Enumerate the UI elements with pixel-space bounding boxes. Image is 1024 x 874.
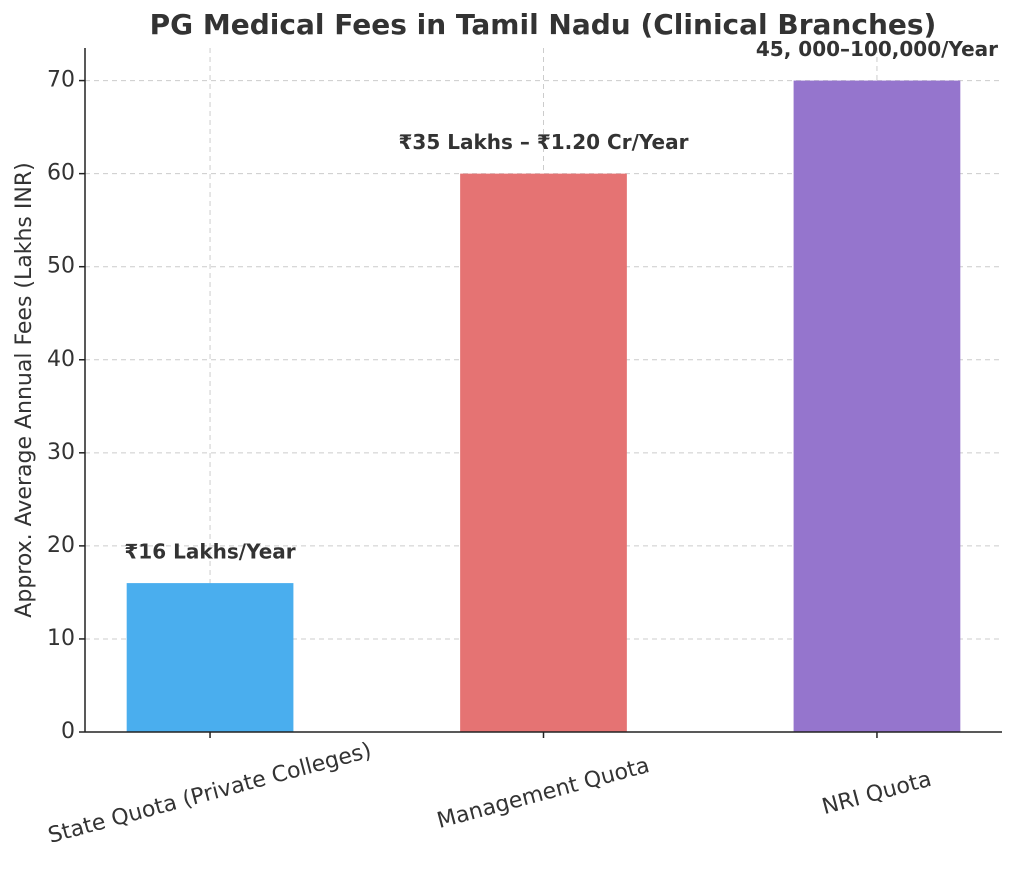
chart-title: PG Medical Fees in Tamil Nadu (Clinical … [150,8,937,41]
y-axis-label: Approx. Average Annual Fees (Lakhs INR) [12,162,37,617]
y-tick-label: 20 [47,533,75,558]
x-tick-label: Management Quota [434,753,652,834]
value-label: ₹35 Lakhs – ₹1.20 Cr/Year [399,130,689,154]
y-tick-label: 30 [47,440,75,465]
y-tick-label: 40 [47,347,75,372]
value-label: 45, 000–100,000/Year [756,37,998,61]
bar [793,80,961,733]
x-tick-label: NRI Quota [819,767,934,820]
y-tick-label: 70 [47,68,75,93]
x-tick-label: State Quota (Private Colleges) [46,738,375,848]
bar [126,583,294,732]
y-tick-label: 0 [61,719,75,744]
value-label: ₹16 Lakhs/Year [124,540,295,564]
y-tick-label: 60 [47,161,75,186]
bar [460,173,627,732]
y-tick-label: 10 [47,626,75,651]
y-tick-label: 50 [47,254,75,279]
